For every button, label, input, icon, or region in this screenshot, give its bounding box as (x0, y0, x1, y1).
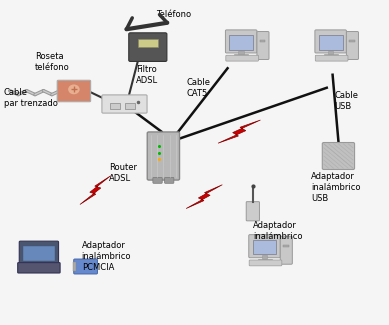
FancyBboxPatch shape (153, 177, 162, 183)
Polygon shape (218, 120, 261, 143)
Text: Adaptador
inalámbrico
PCMCIA: Adaptador inalámbrico PCMCIA (82, 240, 131, 272)
FancyBboxPatch shape (23, 246, 55, 261)
FancyBboxPatch shape (322, 142, 354, 170)
FancyBboxPatch shape (57, 80, 91, 102)
Text: Cable
CAT5: Cable CAT5 (187, 78, 211, 98)
FancyBboxPatch shape (253, 240, 277, 254)
FancyBboxPatch shape (74, 259, 97, 274)
FancyBboxPatch shape (226, 55, 258, 61)
FancyBboxPatch shape (249, 235, 280, 258)
Text: Adaptador
inalámbrico
PCI: Adaptador inalámbrico PCI (253, 221, 302, 252)
Bar (324, 54, 338, 56)
FancyBboxPatch shape (280, 236, 293, 264)
Bar (328, 51, 333, 55)
Bar (258, 259, 272, 261)
FancyBboxPatch shape (138, 39, 158, 47)
Text: Router
ADSL: Router ADSL (109, 162, 137, 183)
FancyBboxPatch shape (129, 33, 167, 61)
Bar (234, 54, 248, 56)
Bar (259, 40, 265, 42)
Bar (73, 262, 76, 271)
FancyBboxPatch shape (315, 55, 348, 61)
FancyBboxPatch shape (165, 177, 174, 183)
Bar (238, 51, 244, 55)
Text: Teléfono: Teléfono (156, 10, 191, 19)
Text: Roseta
teléfono: Roseta teléfono (35, 52, 70, 72)
FancyBboxPatch shape (225, 30, 257, 53)
FancyBboxPatch shape (319, 35, 342, 50)
FancyBboxPatch shape (230, 35, 253, 50)
FancyBboxPatch shape (18, 263, 60, 273)
FancyBboxPatch shape (315, 30, 346, 53)
FancyBboxPatch shape (346, 32, 359, 59)
FancyBboxPatch shape (110, 103, 120, 109)
Text: Cable
USB: Cable USB (335, 91, 359, 111)
FancyBboxPatch shape (249, 260, 282, 266)
Polygon shape (186, 185, 223, 209)
FancyBboxPatch shape (246, 202, 259, 221)
Bar (283, 245, 289, 247)
Text: Adaptador
inalámbrico
USB: Adaptador inalámbrico USB (311, 172, 361, 203)
Bar (262, 255, 267, 259)
FancyBboxPatch shape (147, 132, 180, 180)
FancyBboxPatch shape (125, 103, 135, 109)
Polygon shape (80, 176, 110, 204)
Circle shape (69, 85, 79, 94)
Text: Filtro
ADSL: Filtro ADSL (136, 65, 158, 85)
Bar (349, 40, 355, 42)
FancyBboxPatch shape (19, 241, 58, 264)
Text: Cable
par trenzado: Cable par trenzado (4, 88, 58, 108)
FancyBboxPatch shape (102, 95, 147, 113)
FancyBboxPatch shape (257, 32, 269, 59)
